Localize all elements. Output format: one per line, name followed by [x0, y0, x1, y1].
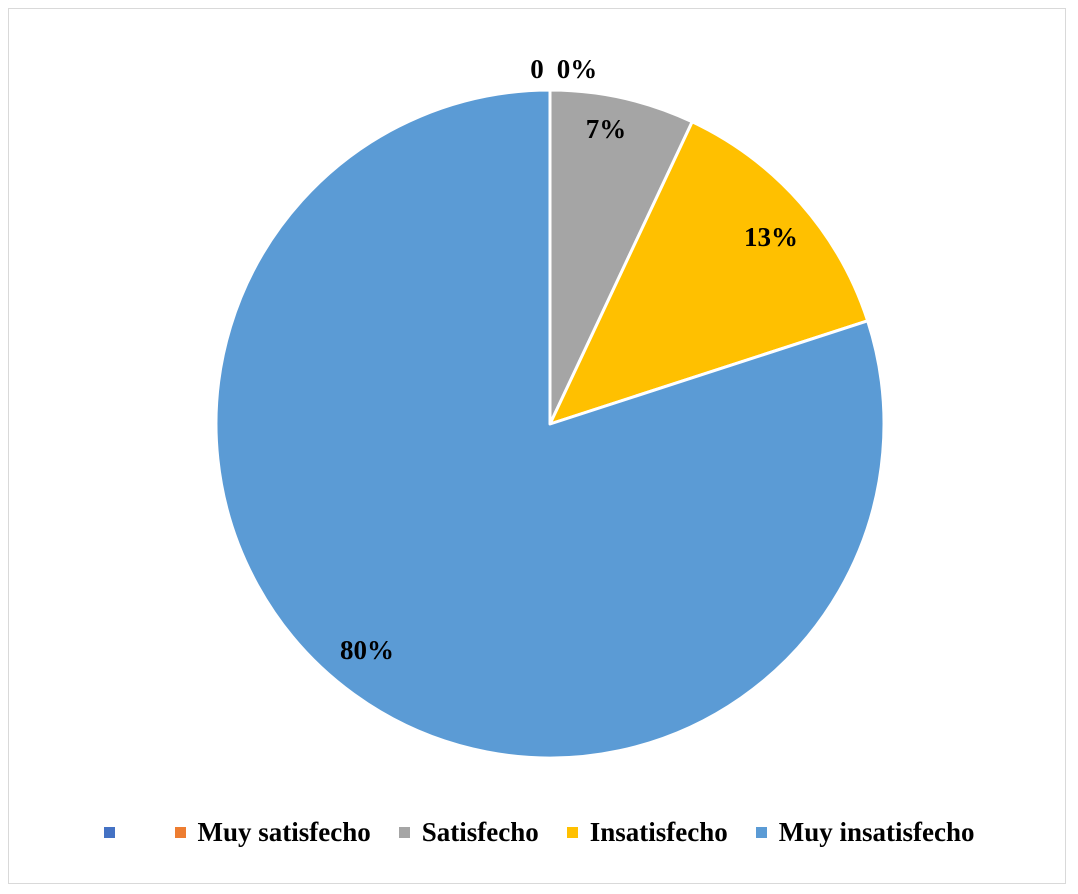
- legend-item-muy-insatisfecho: Muy insatisfecho: [755, 816, 975, 848]
- legend-item-insatisfecho: Insatisfecho: [566, 816, 728, 848]
- legend-swatch-satisfecho: [398, 826, 410, 838]
- data-label-muy-insatisfecho: 80%: [340, 635, 394, 665]
- legend-label-muy-satisfecho: Muy satisfecho: [197, 816, 371, 847]
- data-label-muy-satisfecho: 0%: [557, 54, 598, 84]
- data-label-insatisfecho: 13%: [744, 222, 798, 252]
- legend-label-muy-insatisfecho: Muy insatisfecho: [778, 816, 975, 847]
- legend-swatch-insatisfecho: [566, 826, 578, 838]
- legend-item-muy-satisfecho: Muy satisfecho: [174, 816, 371, 848]
- pie-slice-insatisfecho: [548, 120, 870, 426]
- legend-label-insatisfecho: Insatisfecho: [589, 816, 728, 847]
- legend: Muy satisfecho Satisfecho Insatisfecho Muy …: [0, 812, 1078, 852]
- data-label-satisfecho: 7%: [586, 114, 627, 144]
- pie-slice-muy-insatisfecho: [214, 88, 886, 760]
- legend-label-satisfecho: Satisfecho: [421, 816, 539, 847]
- legend-swatch-blank: [103, 826, 115, 838]
- legend-swatch-muy-satisfecho: [174, 826, 186, 838]
- legend-item-blank: [103, 826, 147, 838]
- pie-slice-satisfecho: [548, 88, 694, 426]
- data-label-blank: 0: [530, 54, 544, 84]
- legend-item-satisfecho: Satisfecho: [398, 816, 539, 848]
- legend-swatch-muy-insatisfecho: [755, 826, 767, 838]
